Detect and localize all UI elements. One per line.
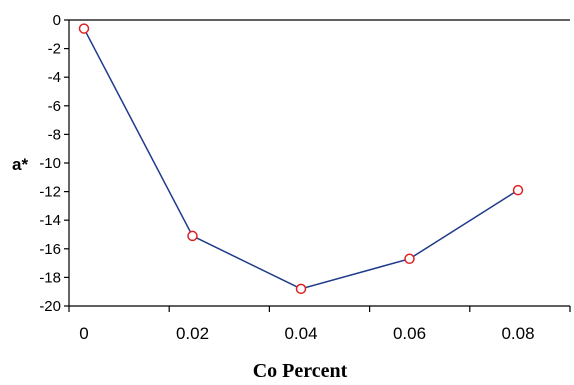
x-axis-label: Co Percent xyxy=(253,360,348,382)
data-point-marker xyxy=(404,253,415,265)
series-lines xyxy=(83,28,519,290)
y-tick-label: -16 xyxy=(39,241,61,258)
series-line xyxy=(83,28,519,290)
axes xyxy=(68,19,570,307)
x-tick-label: 0 xyxy=(79,324,88,343)
y-tick-label: -20 xyxy=(39,298,61,315)
y-tick-label: 0 xyxy=(53,12,61,29)
y-tick-label: -14 xyxy=(39,212,61,229)
x-tick-label: 0.04 xyxy=(284,324,317,343)
x-ticks: 0 0.02 0.04 0.06 0.08 xyxy=(68,306,571,343)
x-tick-label: 0.02 xyxy=(176,324,209,343)
x-tick-label: 0.06 xyxy=(393,324,426,343)
y-tick-label: -18 xyxy=(39,269,61,286)
data-point-marker xyxy=(295,283,307,295)
series-markers xyxy=(78,23,524,295)
data-point-marker xyxy=(78,23,90,34)
y-tick-label: -8 xyxy=(48,126,61,143)
y-ticks: 0 -2 -4 -6 -8 -10 -12 -14 -16 -18 -20 xyxy=(39,12,69,315)
y-tick-label: -2 xyxy=(48,41,61,58)
y-tick-label: -10 xyxy=(39,155,61,172)
y-tick-label: -6 xyxy=(48,98,61,115)
data-point-marker xyxy=(512,184,524,196)
y-axis-label: a* xyxy=(12,155,28,174)
y-tick-label: -12 xyxy=(39,184,61,201)
data-point-marker xyxy=(187,230,198,242)
x-tick-label: 0.08 xyxy=(501,324,534,343)
y-tick-label: -4 xyxy=(48,69,61,86)
